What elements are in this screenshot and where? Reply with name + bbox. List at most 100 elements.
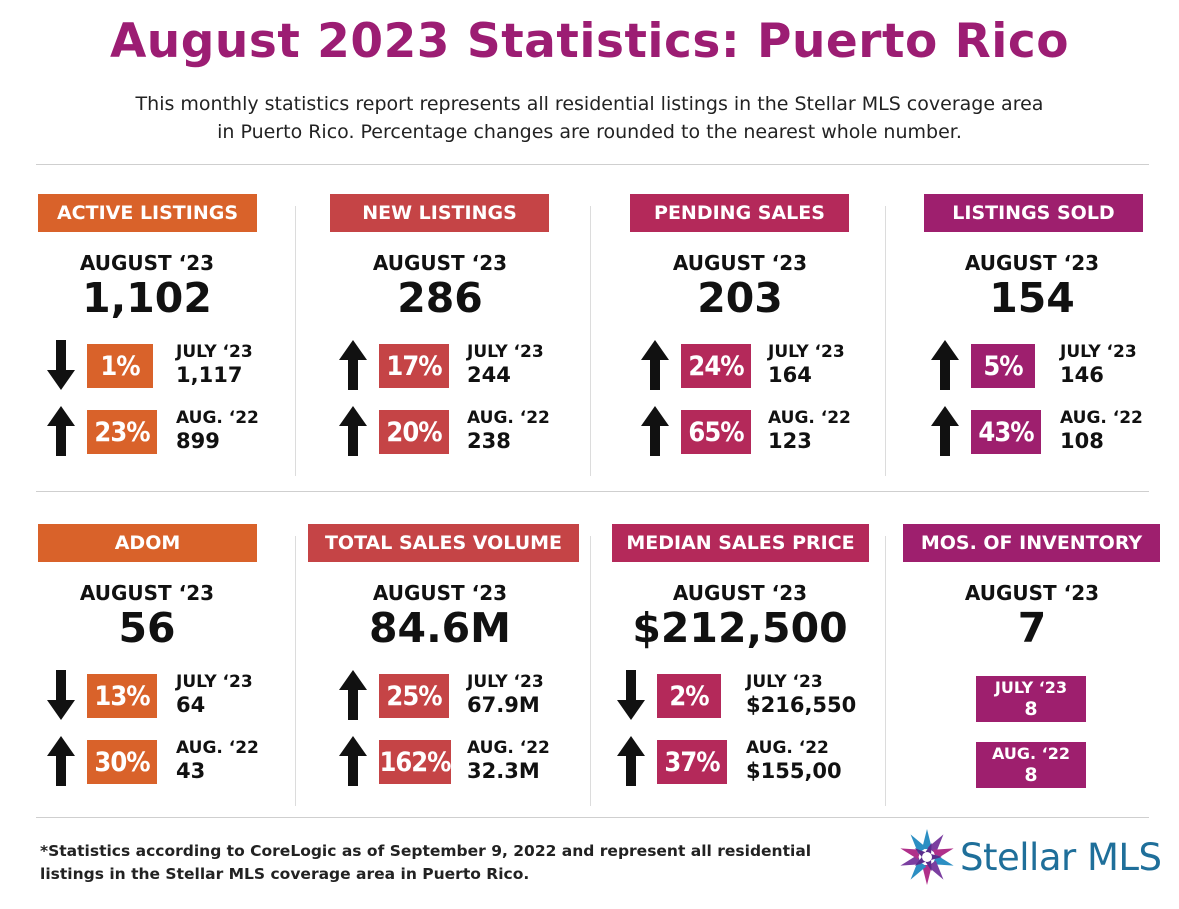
- comparison-prev-month: 13% JULY ‘23 64: [46, 670, 306, 720]
- column-divider: [590, 206, 591, 476]
- change-percent-badge: 25%: [379, 674, 449, 718]
- comparison-value: 32.3M: [467, 759, 540, 783]
- comparison-period-label: AUG. ‘22: [467, 738, 550, 758]
- arrow-down-icon: [46, 340, 76, 390]
- change-percent-badge: 37%: [657, 740, 727, 784]
- metric-value: 286: [397, 274, 483, 322]
- page-subtitle: This monthly statistics report represent…: [40, 90, 1139, 146]
- comparison-prev-month: 25% JULY ‘23 67.9M: [338, 670, 598, 720]
- metric-tag: MOS. OF INVENTORY: [903, 524, 1160, 562]
- comparison-prev-year: 23% AUG. ‘22 899: [46, 406, 306, 456]
- arrow-up-icon: [338, 670, 368, 720]
- inventory-period-label: JULY ‘23: [994, 678, 1068, 697]
- change-percent-badge: 30%: [87, 740, 157, 784]
- change-percent-badge: 5%: [971, 344, 1035, 388]
- column-divider: [885, 536, 886, 806]
- footnote-line-1: *Statistics according to CoreLogic as of…: [40, 842, 812, 860]
- comparison-value: 238: [467, 429, 511, 453]
- comparison-prev-month: 5% JULY ‘23 146: [930, 340, 1179, 390]
- comparison-period-label: JULY ‘23: [1060, 342, 1137, 362]
- comparison-value: 64: [176, 693, 206, 717]
- comparison-prev-month: 2% JULY ‘23 $216,550: [616, 670, 876, 720]
- comparison-period-label: AUG. ‘22: [467, 408, 550, 428]
- comparison-value: 1,117: [176, 363, 243, 387]
- change-percent-badge: 13%: [87, 674, 157, 718]
- divider-bottom: [36, 817, 1149, 818]
- arrow-up-icon: [640, 340, 670, 390]
- inventory-prev-year-box: AUG. ‘22 8: [976, 742, 1086, 788]
- comparison-prev-year: 37% AUG. ‘22 $155,00: [616, 736, 876, 786]
- metric-period: AUGUST ‘23: [79, 251, 215, 275]
- footnote: *Statistics according to CoreLogic as of…: [40, 840, 860, 886]
- change-percent-badge: 2%: [657, 674, 721, 718]
- change-percent-badge: 20%: [379, 410, 449, 454]
- metric-tag: TOTAL SALES VOLUME: [308, 524, 579, 562]
- arrow-down-icon: [46, 670, 76, 720]
- metric-period: AUGUST ‘23: [372, 251, 508, 275]
- metric-tag: LISTINGS SOLD: [924, 194, 1143, 232]
- star-burst-icon: [900, 829, 954, 885]
- metric-tag: ADOM: [38, 524, 257, 562]
- metric-value: 56: [118, 604, 176, 652]
- comparison-period-label: AUG. ‘22: [1060, 408, 1143, 428]
- comparison-value: $155,00: [746, 759, 842, 783]
- metric-period: AUGUST ‘23: [79, 581, 215, 605]
- footnote-line-2: listings in the Stellar MLS coverage are…: [40, 865, 530, 883]
- arrow-up-icon: [46, 406, 76, 456]
- arrow-up-icon: [930, 406, 960, 456]
- comparison-prev-month: 24% JULY ‘23 164: [640, 340, 900, 390]
- comparison-period-label: JULY ‘23: [467, 342, 544, 362]
- column-divider: [295, 536, 296, 806]
- comparison-value: 67.9M: [467, 693, 540, 717]
- inventory-value: 8: [1024, 764, 1038, 786]
- arrow-up-icon: [616, 736, 646, 786]
- column-divider: [885, 206, 886, 476]
- logo-text: Stellar MLS: [960, 836, 1162, 879]
- metric-period: AUGUST ‘23: [964, 251, 1100, 275]
- comparison-period-label: JULY ‘23: [176, 672, 253, 692]
- subtitle-line-2: in Puerto Rico. Percentage changes are r…: [217, 121, 962, 143]
- metric-period: AUGUST ‘23: [372, 581, 508, 605]
- arrow-up-icon: [338, 340, 368, 390]
- comparison-value: 146: [1060, 363, 1104, 387]
- comparison-prev-year: 20% AUG. ‘22 238: [338, 406, 598, 456]
- change-percent-badge: 162%: [379, 740, 452, 784]
- arrow-up-icon: [338, 736, 368, 786]
- inventory-period-label: AUG. ‘22: [991, 744, 1070, 763]
- comparison-period-label: AUG. ‘22: [768, 408, 851, 428]
- comparison-prev-month: 17% JULY ‘23 244: [338, 340, 598, 390]
- comparison-value: 43: [176, 759, 206, 783]
- metric-tag: PENDING SALES: [630, 194, 849, 232]
- metric-value: $212,500: [632, 604, 848, 652]
- divider-top: [36, 164, 1149, 165]
- metric-value: 1,102: [82, 274, 212, 322]
- stellar-mls-logo: Stellar MLS: [898, 826, 1162, 888]
- comparison-prev-month: 1% JULY ‘23 1,117: [46, 340, 306, 390]
- comparison-prev-year: 162% AUG. ‘22 32.3M: [338, 736, 598, 786]
- page-title: August 2023 Statistics: Puerto Rico: [109, 14, 1070, 69]
- change-percent-badge: 43%: [971, 410, 1041, 454]
- metric-period: AUGUST ‘23: [672, 251, 808, 275]
- metric-value: 7: [1017, 604, 1047, 652]
- comparison-period-label: JULY ‘23: [467, 672, 544, 692]
- inventory-prev-month-box: JULY ‘23 8: [976, 676, 1086, 722]
- arrow-up-icon: [338, 406, 368, 456]
- metric-value: 84.6M: [369, 604, 511, 652]
- metric-period: AUGUST ‘23: [672, 581, 808, 605]
- inventory-value: 8: [1024, 698, 1038, 720]
- comparison-value: 899: [176, 429, 220, 453]
- divider-middle: [36, 491, 1149, 492]
- change-percent-badge: 23%: [87, 410, 157, 454]
- change-percent-badge: 17%: [379, 344, 449, 388]
- subtitle-line-1: This monthly statistics report represent…: [135, 93, 1044, 115]
- comparison-prev-year: 65% AUG. ‘22 123: [640, 406, 900, 456]
- comparison-value: 123: [768, 429, 812, 453]
- arrow-down-icon: [616, 670, 646, 720]
- comparison-period-label: AUG. ‘22: [176, 408, 259, 428]
- metric-tag: MEDIAN SALES PRICE: [612, 524, 869, 562]
- metric-value: 203: [697, 274, 783, 322]
- change-percent-badge: 1%: [87, 344, 153, 388]
- comparison-value: 108: [1060, 429, 1104, 453]
- metric-tag: ACTIVE LISTINGS: [38, 194, 257, 232]
- arrow-up-icon: [46, 736, 76, 786]
